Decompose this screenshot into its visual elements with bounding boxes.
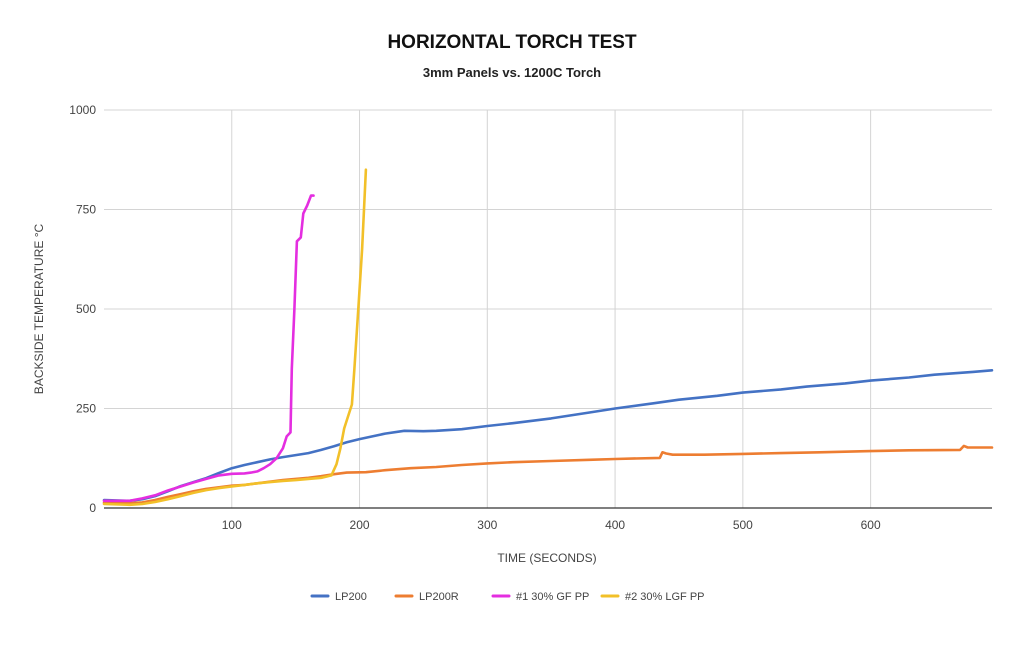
legend-label: #2 30% LGF PP: [625, 591, 705, 603]
x-axis-label: TIME (SECONDS): [497, 551, 596, 565]
legend-label: LP200R: [419, 591, 459, 603]
y-tick-label: 1000: [69, 103, 96, 117]
series-line-3: [102, 194, 315, 503]
y-tick-label: 750: [76, 203, 96, 217]
y-tick-label: 0: [89, 501, 96, 515]
gridlines: [104, 109, 992, 508]
x-tick-label: 100: [222, 518, 242, 532]
chart-title: HORIZONTAL TORCH TEST: [387, 32, 637, 53]
x-tick-label: 500: [733, 518, 753, 532]
y-tick-label: 250: [76, 402, 96, 416]
y-tick-label: 500: [76, 302, 96, 316]
chart-subtitle: 3mm Panels vs. 1200C Torch: [422, 65, 602, 80]
x-tick-label: 300: [477, 518, 497, 532]
legend-label: #1 30% GF PP: [516, 591, 589, 603]
tick-labels: 0 250 500 750 1000 100 200 300 400 500 600: [69, 103, 881, 532]
series-lines: [102, 168, 994, 507]
legend-label: LP200: [335, 591, 367, 603]
x-tick-label: 600: [861, 518, 881, 532]
legend: LP200 LP200R #1 30% GF PP #2 30% LGF PP: [310, 591, 705, 603]
y-axis-label: BACKSIDE TEMPERATURE °C: [32, 223, 46, 394]
x-tick-label: 400: [605, 518, 625, 532]
series-line-4: [102, 168, 368, 507]
x-tick-label: 200: [350, 518, 370, 532]
series-line-1: [102, 369, 994, 503]
